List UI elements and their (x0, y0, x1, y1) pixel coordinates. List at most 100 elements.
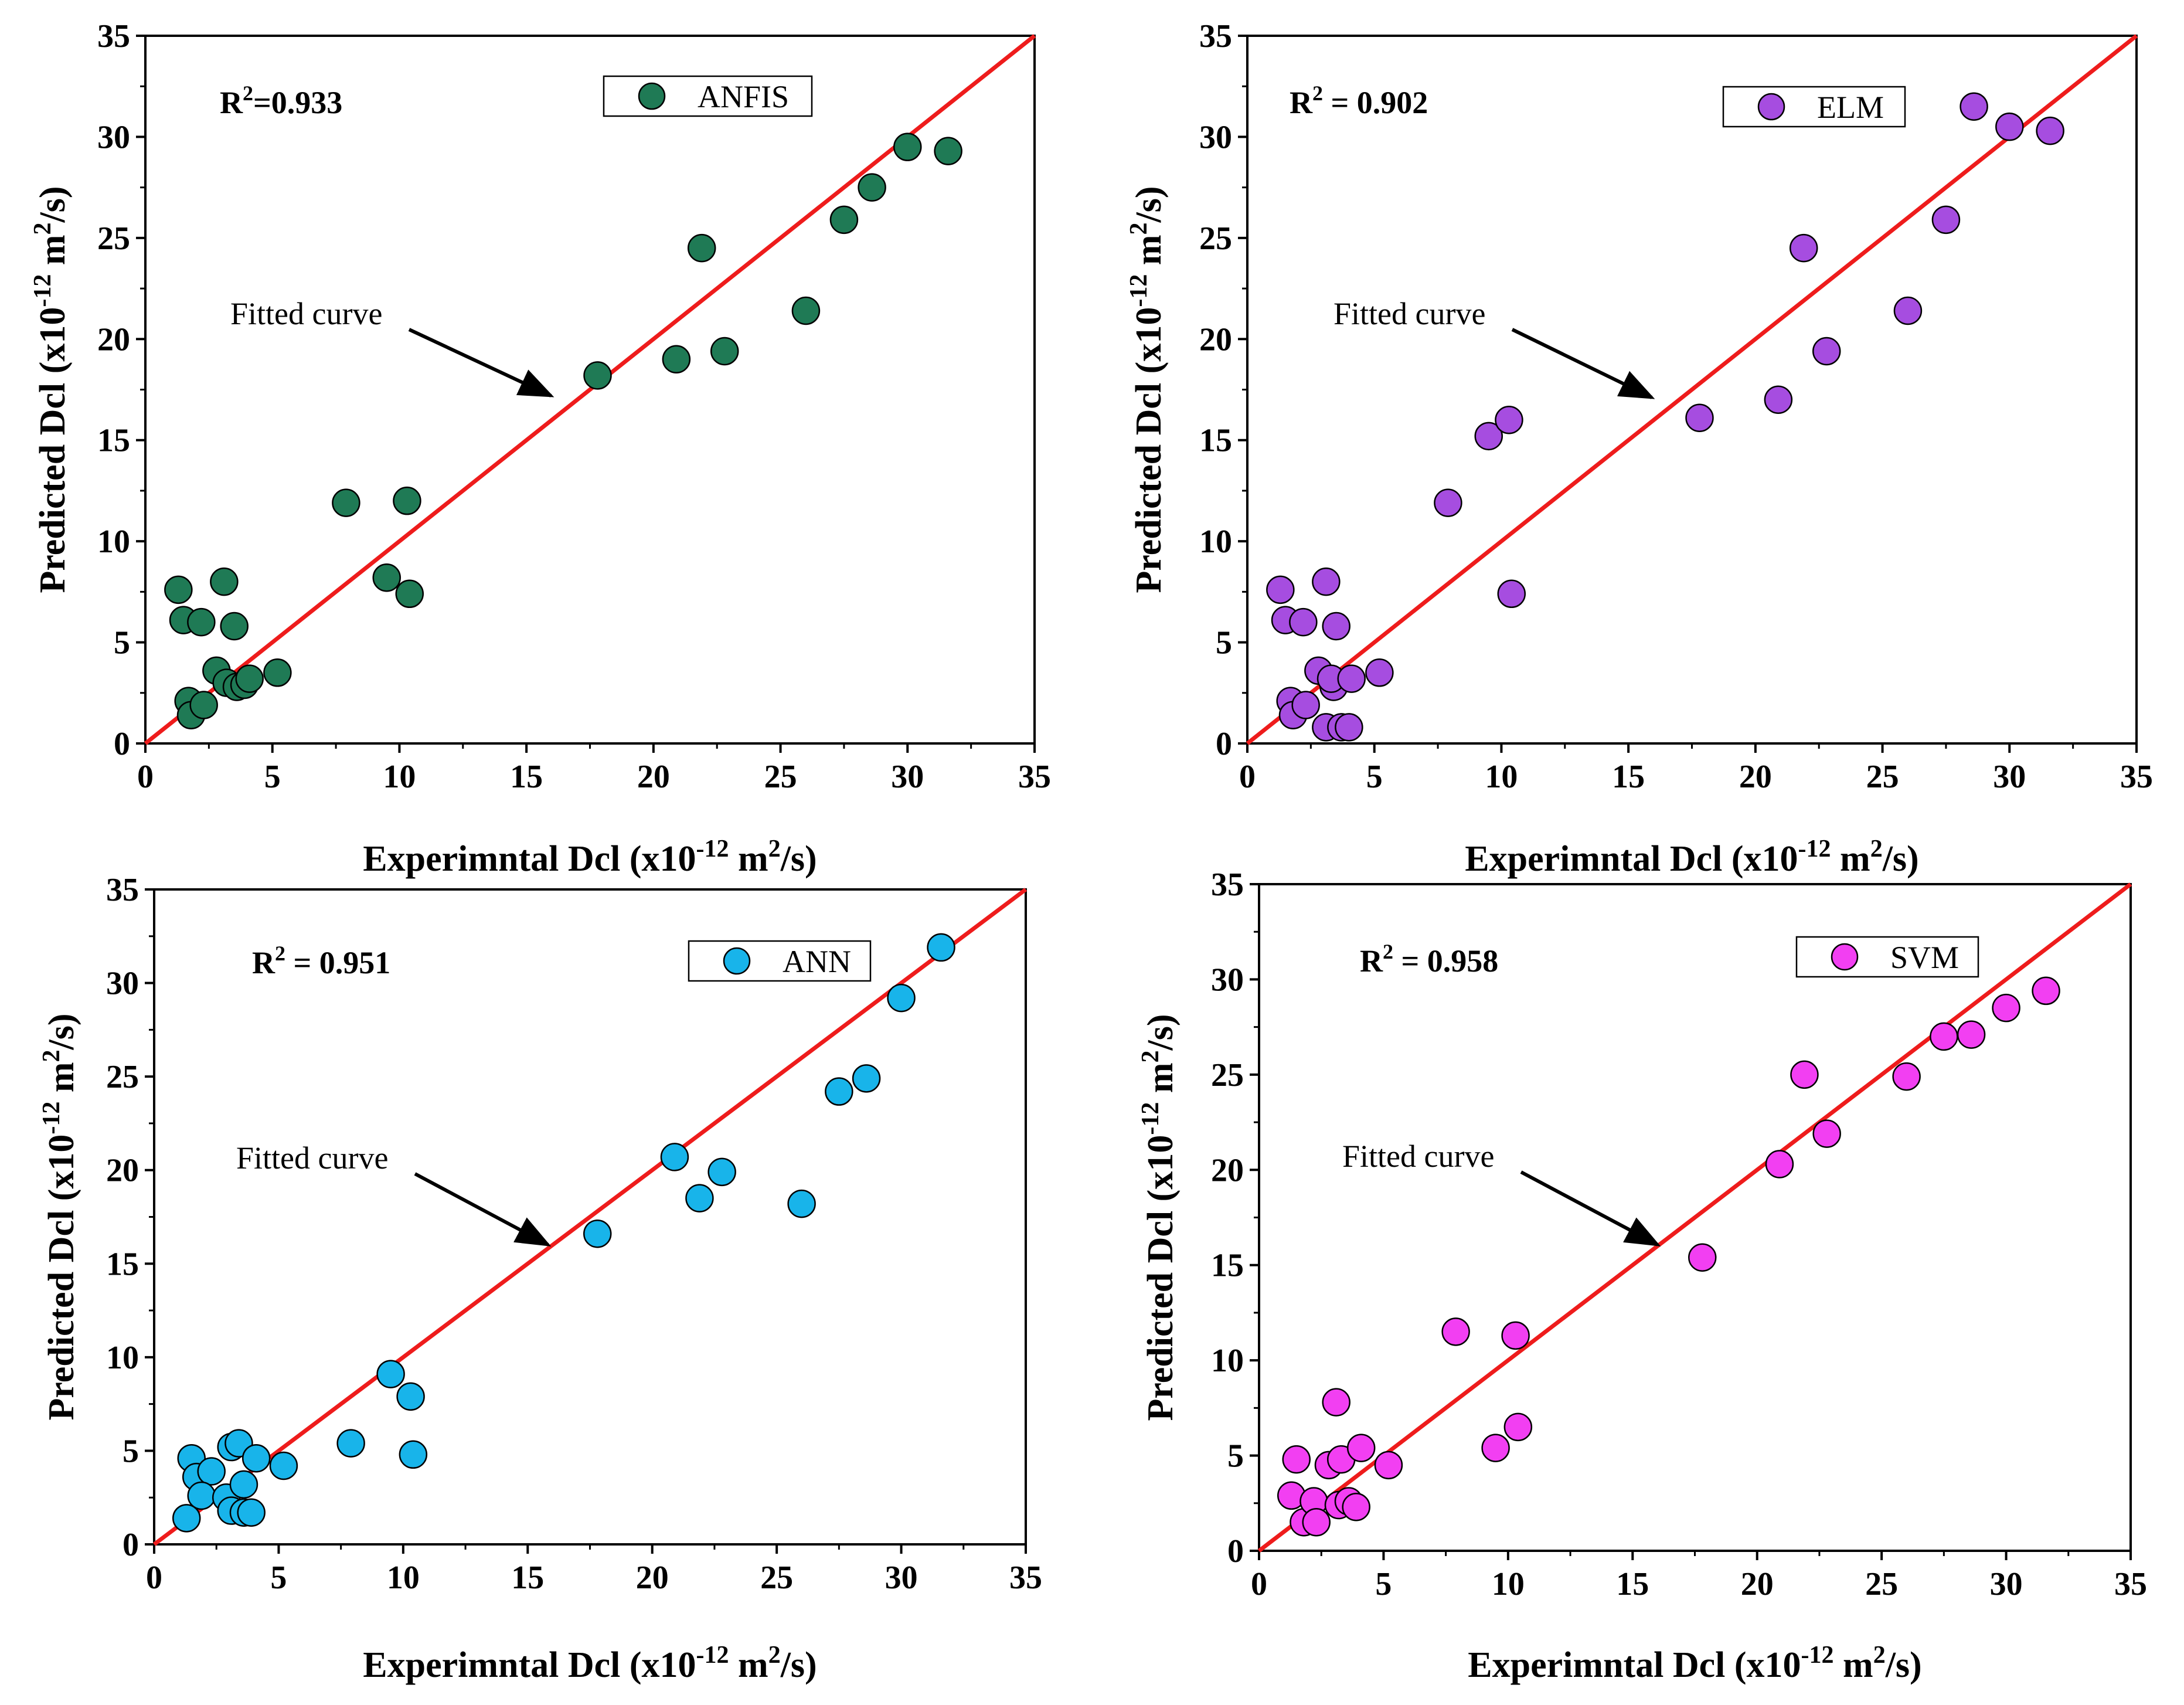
x-axis-label: Experimntal Dcl (x10-12 m2/s) (1465, 835, 1918, 879)
data-point (583, 1219, 612, 1248)
data-point (893, 133, 922, 161)
y-tick-label: 25 (106, 1059, 139, 1095)
data-point (1322, 612, 1350, 641)
chart-panel-anfis: 00 5 5 10 10 15 15 20 20 25 25 30 30 35 35 R2=0.933 ANFI… (29, 18, 1051, 879)
r-squared-label: R2 = 0.902 (1290, 81, 1428, 120)
annotation-arrow (414, 1172, 552, 1247)
legend-label: ELM (1817, 90, 1884, 125)
data-point (1441, 1317, 1470, 1346)
data-point (707, 1157, 736, 1187)
legend-label: ANFIS (698, 79, 789, 114)
data-point (1957, 1020, 1986, 1049)
fitted-curve-annotation: Fitted curve (236, 1140, 388, 1176)
x-axis-label: Experimntal Dcl (x10-12 m2/s) (363, 1642, 817, 1685)
y-tick-label: 25 (1199, 220, 1232, 257)
legend: ANN (688, 940, 872, 982)
x-tick-label: 0 (146, 1560, 162, 1596)
y-tick-label: 15 (106, 1246, 139, 1282)
data-point (187, 607, 216, 637)
data-point (1992, 993, 2020, 1023)
legend-marker (723, 947, 751, 975)
y-tick-label: 10 (1199, 524, 1232, 560)
data-point (1342, 1493, 1370, 1521)
data-point (1374, 1451, 1403, 1480)
data-point (336, 1429, 365, 1458)
legend-marker (638, 82, 666, 110)
y-tick-label: 10 (97, 524, 130, 560)
data-point (2032, 976, 2060, 1006)
data-point (1503, 1412, 1533, 1442)
data-point (1335, 713, 1363, 742)
y-axis-label: Predicted Dcl (x10-12 m2/s) (1125, 186, 1169, 593)
data-point (710, 337, 739, 366)
x-tick-label: 25 (1865, 1566, 1898, 1602)
annotation-arrow (1511, 328, 1655, 399)
data-point (1789, 233, 1818, 263)
data-point (1960, 92, 1988, 121)
y-tick-label: 20 (1211, 1152, 1244, 1188)
data-point (829, 205, 859, 235)
data-point (1365, 658, 1394, 687)
y-tick-label: 15 (97, 423, 130, 459)
data-point (1497, 579, 1526, 609)
fitted-line (1257, 882, 2132, 1553)
data-point (1495, 405, 1523, 434)
data-point (1892, 1062, 1921, 1091)
x-tick-label: 30 (891, 759, 924, 795)
y-tick-label: 30 (97, 119, 130, 155)
data-point (1764, 385, 1793, 414)
y-tick-label: 30 (1211, 962, 1244, 998)
y-tick-label: 35 (1211, 867, 1244, 903)
data-point (241, 1444, 271, 1473)
data-point (1481, 1434, 1510, 1462)
data-point (197, 1457, 226, 1486)
data-point (2036, 116, 2064, 145)
data-point (376, 1360, 405, 1388)
x-tick-label: 5 (1375, 1566, 1392, 1602)
x-tick-label: 10 (1492, 1566, 1525, 1602)
data-point (660, 1143, 689, 1171)
data-point (393, 486, 421, 515)
x-tick-label: 15 (1616, 1566, 1649, 1602)
r-squared-label: R2 = 0.958 (1360, 940, 1498, 979)
data-point (235, 664, 264, 693)
data-point (1289, 607, 1318, 637)
data-point (229, 1470, 258, 1499)
data-point (269, 1451, 298, 1480)
x-tick-label: 10 (387, 1560, 420, 1596)
y-tick-label: 15 (1211, 1248, 1244, 1284)
y-tick-label: 20 (1199, 321, 1232, 358)
legend-box (1722, 86, 1906, 128)
x-tick-label: 0 (1251, 1566, 1267, 1602)
data-point (395, 579, 424, 609)
x-tick-label: 10 (1485, 759, 1518, 795)
x-tick-label: 35 (2114, 1566, 2147, 1602)
x-tick-label: 20 (1741, 1566, 1774, 1602)
data-point (1266, 575, 1295, 604)
data-point (1790, 1060, 1819, 1089)
chart-panel-elm: 00 5 5 10 10 15 15 20 20 25 25 30 30 35 35 R2 = 0.902 EL… (1125, 18, 2153, 879)
legend-label: SVM (1890, 940, 1959, 975)
data-point (396, 1382, 425, 1411)
data-point (1337, 664, 1366, 693)
y-tick-label: 0 (1216, 726, 1232, 762)
data-point (1322, 1388, 1350, 1417)
fitted-curve-annotation: Fitted curve (1342, 1139, 1494, 1174)
x-tick-label: 10 (383, 759, 416, 795)
annotation-arrow (1520, 1170, 1661, 1247)
data-point (1434, 488, 1462, 517)
x-tick-label: 35 (1018, 759, 1051, 795)
data-point (927, 933, 955, 962)
data-point (1812, 337, 1841, 366)
x-tick-label: 20 (637, 759, 670, 795)
legend: SVM (1795, 936, 1979, 978)
data-point (210, 567, 239, 596)
legend: ELM (1722, 86, 1906, 128)
data-point (583, 361, 612, 390)
data-point (1765, 1150, 1794, 1178)
data-point (399, 1440, 428, 1469)
legend-marker (1831, 943, 1859, 971)
legend-box (688, 940, 872, 982)
x-tick-label: 5 (1366, 759, 1383, 795)
